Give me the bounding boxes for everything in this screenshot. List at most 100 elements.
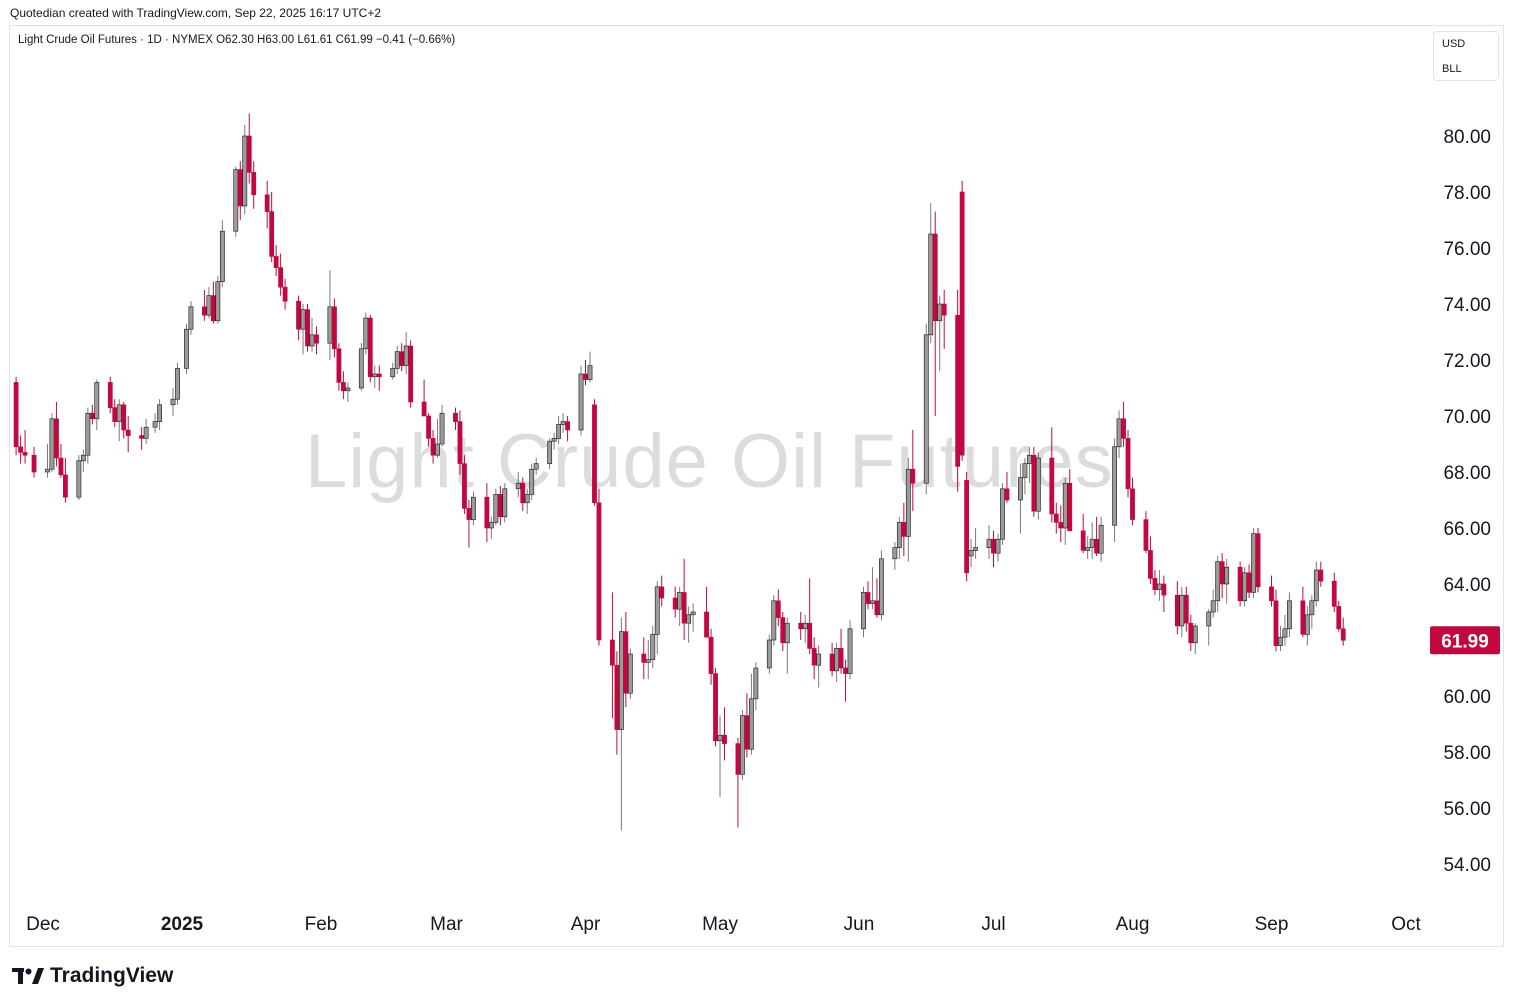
- candle-body: [1331, 580, 1337, 607]
- candle-body: [219, 230, 225, 282]
- candle-body: [336, 348, 342, 383]
- candle: [453, 407, 458, 430]
- candle-body: [1242, 572, 1247, 602]
- candle: [587, 351, 593, 383]
- candle-body: [1116, 418, 1122, 448]
- candle-body: [771, 600, 777, 641]
- candle: [766, 634, 772, 674]
- candle-body: [116, 404, 122, 422]
- price-tick-label: 74.00: [1443, 295, 1491, 316]
- candle-body: [300, 309, 306, 330]
- candle: [1121, 402, 1126, 447]
- candle-body: [928, 233, 934, 336]
- candle-body: [31, 454, 37, 473]
- candle-body: [1215, 561, 1221, 602]
- candle-body: [453, 412, 458, 422]
- candle: [1112, 438, 1117, 542]
- candle-body: [170, 398, 176, 406]
- candle-body: [645, 659, 651, 663]
- candle-body: [63, 474, 68, 498]
- candle: [901, 502, 907, 556]
- candle-body: [421, 401, 427, 417]
- candle-body: [780, 617, 786, 644]
- candle-body: [1273, 600, 1279, 646]
- candle: [802, 614, 808, 643]
- candle: [583, 360, 588, 386]
- candle-body: [45, 468, 50, 473]
- candle-body: [367, 317, 373, 378]
- candle-body: [278, 267, 284, 288]
- price-tick-label: 68.00: [1443, 463, 1491, 484]
- candle: [659, 575, 665, 607]
- candle-body: [905, 468, 911, 537]
- candle-body: [430, 438, 436, 456]
- candle: [905, 458, 911, 562]
- candle: [1318, 561, 1324, 587]
- candle: [618, 617, 624, 831]
- candle: [713, 668, 718, 747]
- candle: [1188, 614, 1194, 652]
- candle-body: [502, 488, 508, 518]
- price-tick-label: 64.00: [1443, 575, 1491, 596]
- price-axis: 54.0056.0058.0060.0062.0064.0066.0068.00…: [1443, 127, 1491, 876]
- candle: [31, 446, 37, 478]
- candle-body: [775, 600, 781, 618]
- price-tick-label: 66.00: [1443, 519, 1491, 540]
- candle: [627, 648, 633, 699]
- candle: [654, 581, 660, 654]
- price-tick-label: 78.00: [1443, 183, 1491, 204]
- candle: [896, 516, 902, 559]
- candle: [964, 472, 970, 582]
- candle: [614, 651, 620, 755]
- tradingview-logo[interactable]: TradingView: [12, 964, 173, 988]
- candle: [780, 612, 786, 652]
- candle-body: [896, 522, 902, 548]
- candle: [784, 617, 790, 674]
- candle-body: [520, 482, 526, 504]
- candle-body: [650, 634, 656, 660]
- candle: [1143, 511, 1149, 554]
- candle-body: [1210, 600, 1216, 613]
- time-tick-label: Jul: [981, 914, 1005, 935]
- candle: [547, 438, 553, 470]
- candle-body: [704, 611, 709, 638]
- candle-body: [560, 421, 566, 425]
- candle: [210, 281, 216, 324]
- candle-body: [18, 446, 23, 453]
- candle-body: [811, 648, 817, 666]
- candle-body: [493, 494, 499, 523]
- currency-unit-box[interactable]: USD BLL: [1433, 31, 1499, 81]
- candle-body: [955, 314, 961, 467]
- candle: [681, 558, 687, 640]
- candle-body: [242, 135, 248, 207]
- candle-body: [829, 653, 835, 672]
- candle: [421, 379, 427, 417]
- candle-body: [1121, 418, 1126, 439]
- candle-body: [749, 698, 754, 750]
- candle: [995, 533, 1001, 562]
- tradingview-logo-icon: [12, 968, 44, 984]
- candle-body: [1085, 547, 1091, 551]
- symbol-legend[interactable]: Light Crude Oil Futures · 1D · NYMEX O62…: [18, 34, 456, 46]
- candle: [874, 578, 880, 618]
- candle: [749, 673, 754, 755]
- candle-body: [964, 480, 970, 574]
- candle: [1004, 472, 1010, 503]
- candle-body: [305, 309, 310, 347]
- candle-body: [847, 628, 853, 674]
- candle-body: [708, 636, 714, 674]
- candle: [439, 404, 445, 447]
- candle: [462, 455, 467, 514]
- candle-body: [1125, 438, 1131, 490]
- candle: [215, 276, 221, 324]
- candle: [314, 326, 319, 355]
- candle-body: [76, 460, 82, 498]
- price-tick-label: 80.00: [1443, 127, 1491, 148]
- candle: [771, 595, 777, 646]
- candle-body: [735, 743, 741, 775]
- candle-body: [910, 468, 916, 484]
- candle: [457, 410, 463, 475]
- candle: [1089, 522, 1095, 559]
- candle: [157, 399, 162, 430]
